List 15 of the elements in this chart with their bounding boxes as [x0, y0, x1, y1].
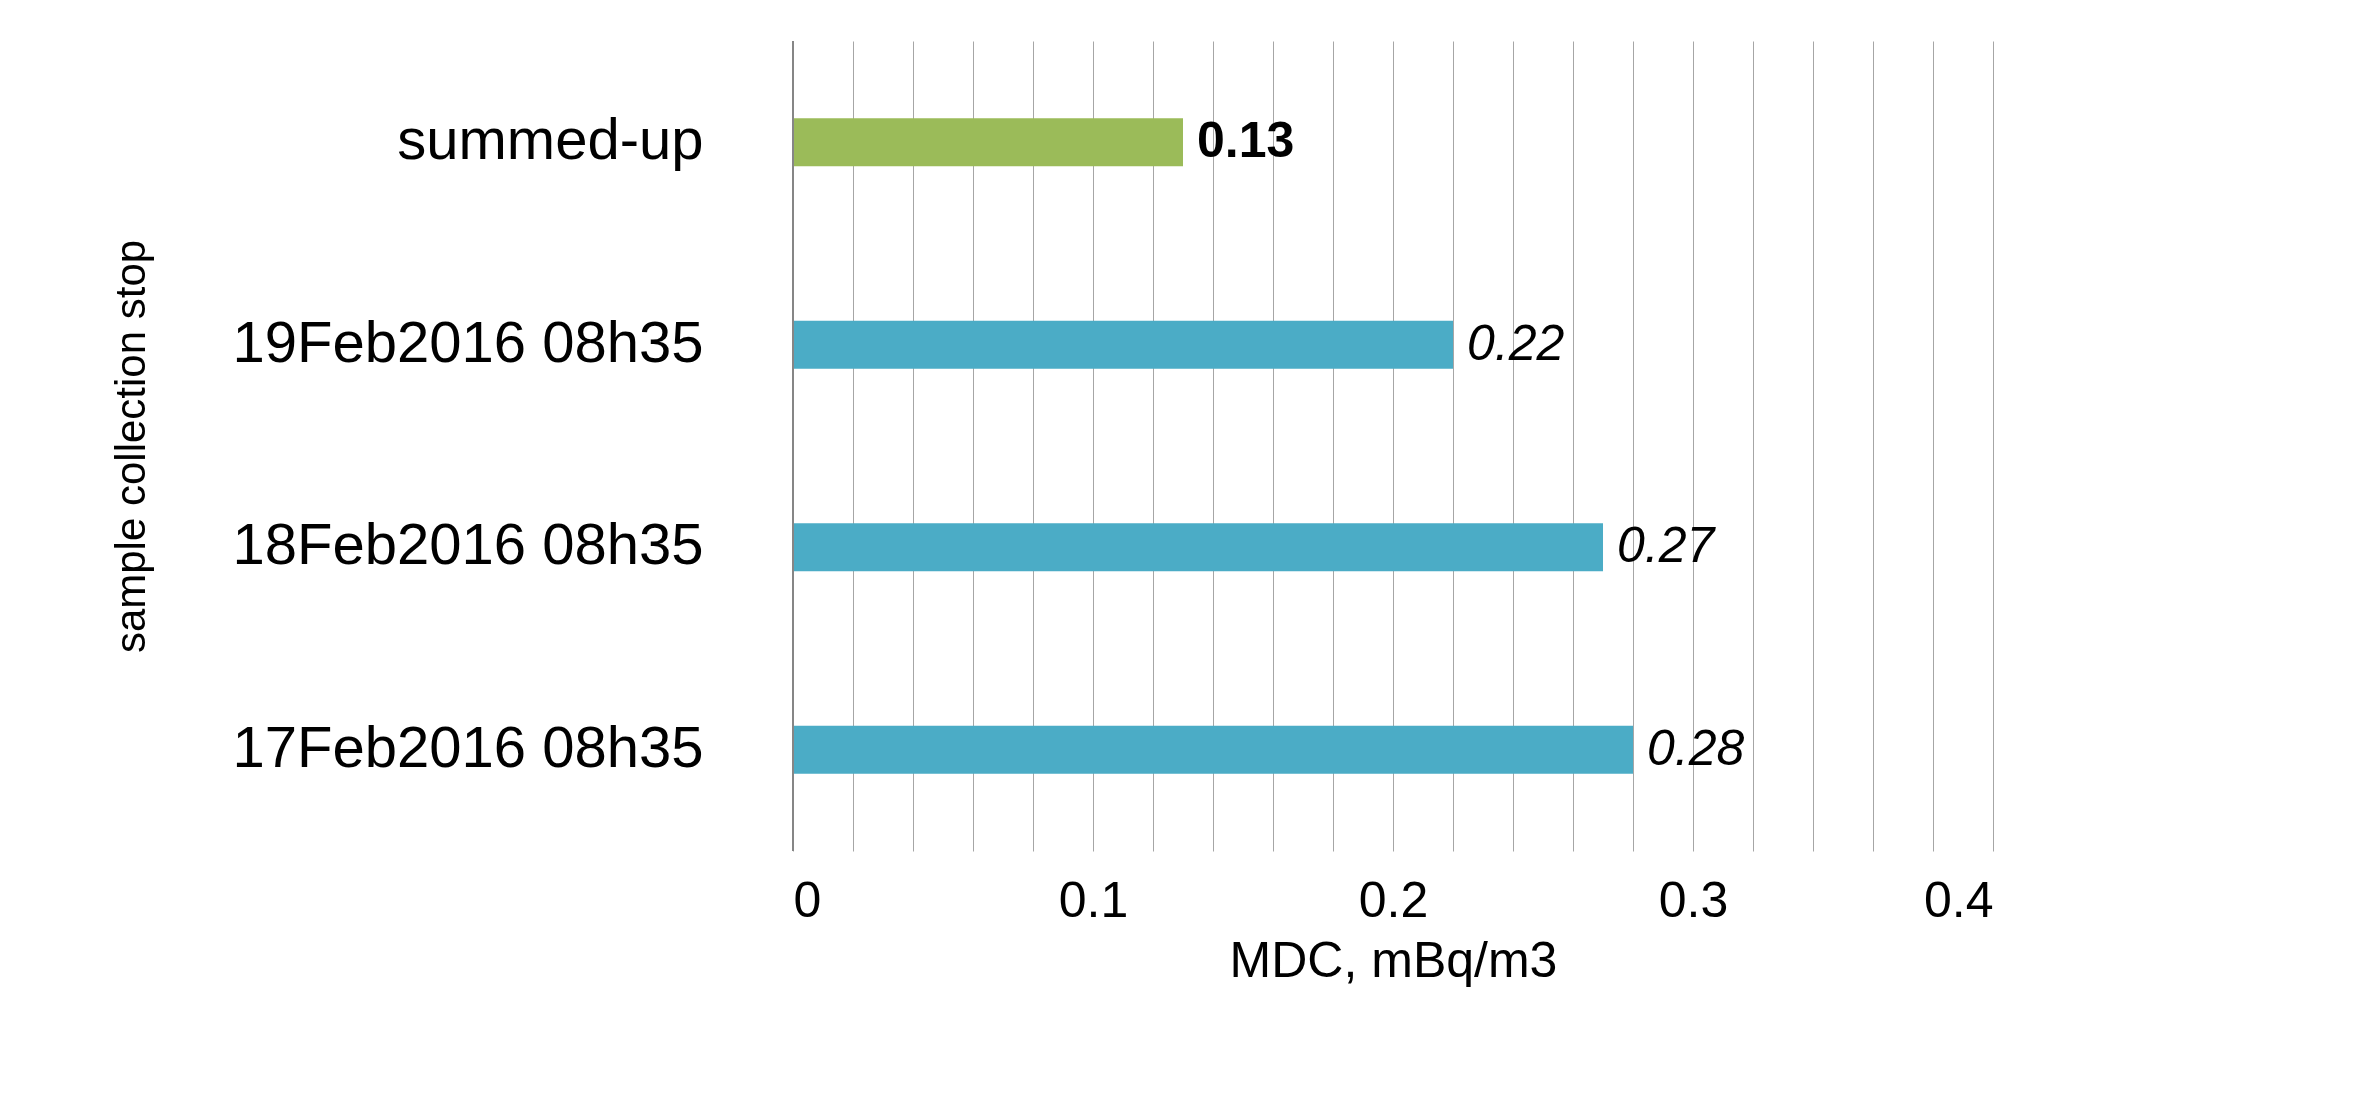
- y-axis-title: sample collection stop: [106, 239, 154, 654]
- x-tick-label: 0.2: [1358, 871, 1429, 928]
- x-tick-label: 0.3: [1658, 871, 1729, 928]
- data-label: 0.28: [1647, 719, 1745, 776]
- x-tick-label: 0.1: [1058, 871, 1129, 928]
- x-tick-label: 0.4: [1923, 871, 1994, 928]
- y-tick-label: 17Feb2016 08h35: [232, 713, 704, 779]
- y-tick-label: 19Feb2016 08h35: [232, 308, 704, 374]
- data-label: 0.27: [1617, 517, 1717, 574]
- x-axis-title: MDC, mBq/m3: [1229, 931, 1558, 988]
- data-label: 0.13: [1197, 112, 1295, 169]
- data-label: 0.22: [1467, 314, 1565, 371]
- y-tick-label: 18Feb2016 08h35: [232, 511, 704, 577]
- x-tick-label: 0: [793, 871, 822, 928]
- y-tick-label: summed-up: [397, 106, 704, 172]
